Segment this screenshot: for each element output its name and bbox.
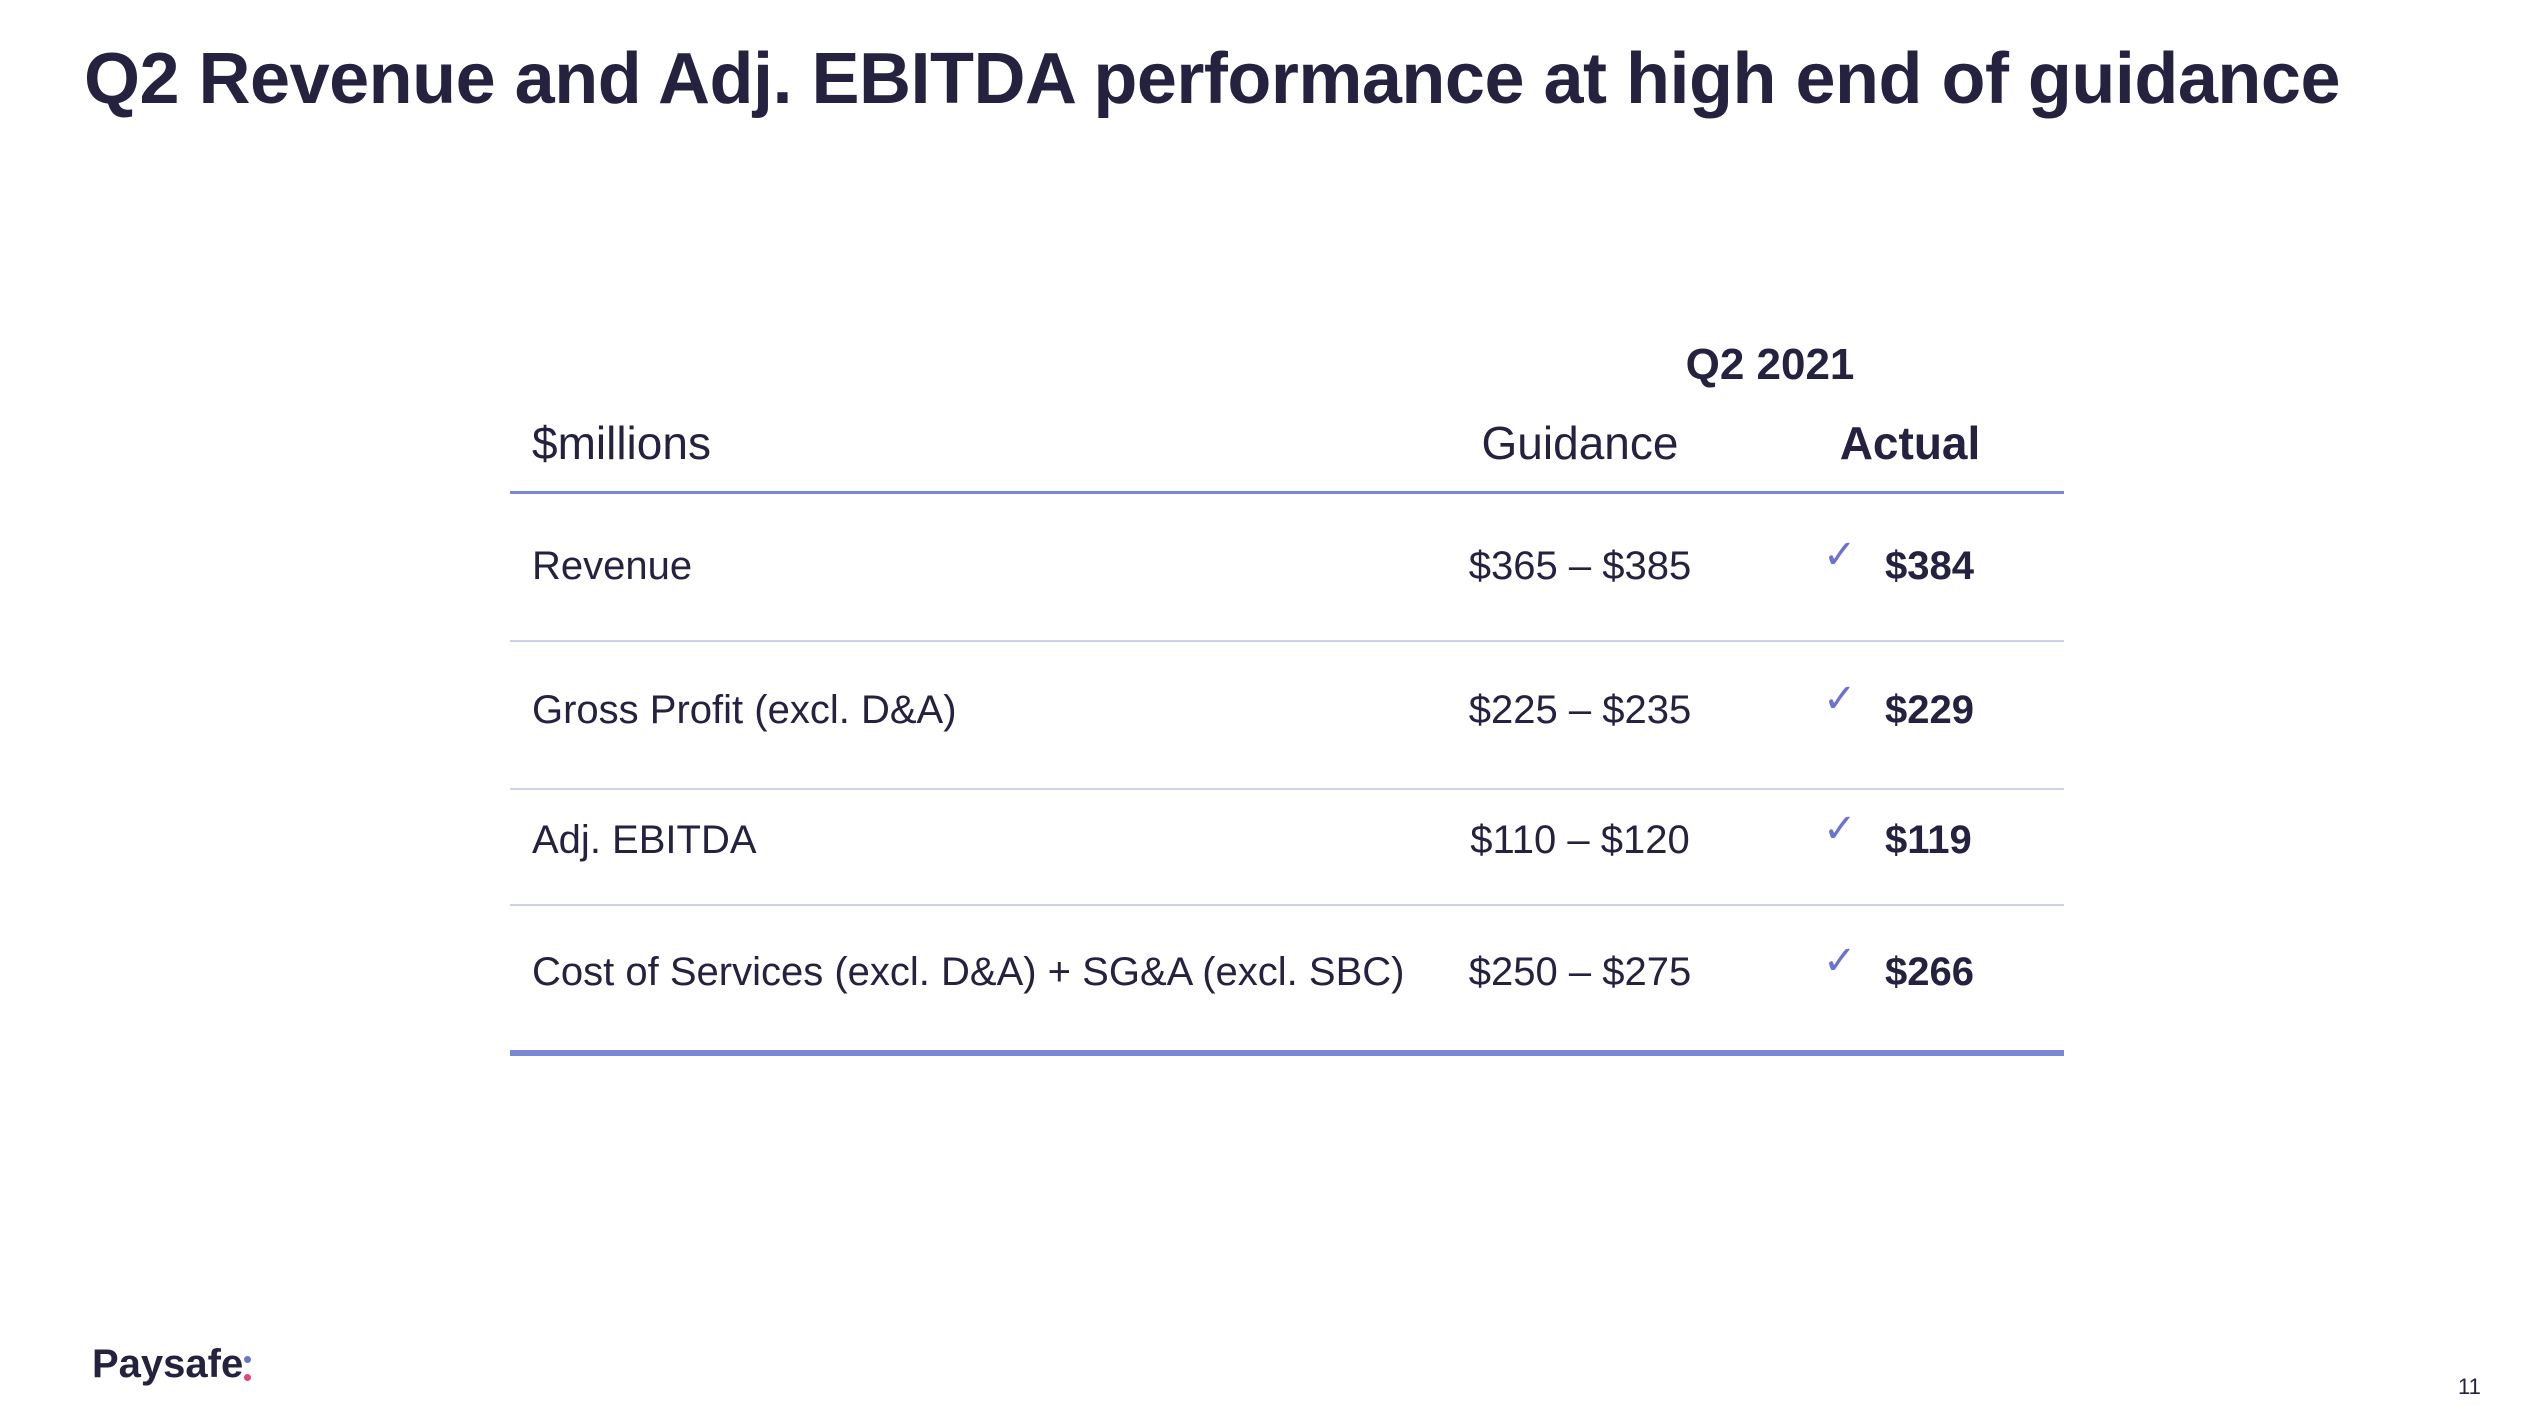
table-row: Adj. EBITDA $110 – $120 ✓ $119: [510, 790, 2064, 906]
row-label: Gross Profit (excl. D&A): [532, 688, 957, 732]
table-header-row: $millions Guidance Actual: [510, 408, 2064, 494]
logo-dot-bottom-icon: [244, 1374, 251, 1381]
row-guidance: $225 – $235: [1468, 688, 1692, 732]
row-label: Adj. EBITDA: [532, 818, 757, 862]
checkmark-icon: ✓: [1823, 677, 1857, 721]
period-header: Q2 2021: [1685, 340, 1855, 389]
checkmark-icon: ✓: [1823, 807, 1857, 851]
paysafe-logo: Paysafe: [92, 1342, 251, 1387]
checkmark-icon: ✓: [1823, 939, 1857, 983]
row-actual: $119: [1885, 818, 1972, 862]
column-header-actual: Actual: [1839, 417, 1981, 469]
column-header-millions: $millions: [532, 417, 711, 469]
row-actual: $266: [1885, 950, 1974, 994]
table-row: Cost of Services (excl. D&A) + SG&A (exc…: [510, 906, 2064, 1056]
row-guidance: $250 – $275: [1468, 950, 1692, 994]
logo-dot-top-icon: [244, 1356, 251, 1363]
page-number: 11: [2458, 1374, 2481, 1399]
column-header-guidance: Guidance: [1481, 417, 1679, 469]
slide-title: Q2 Revenue and Adj. EBITDA performance a…: [84, 39, 2340, 119]
row-actual: $229: [1885, 688, 1974, 732]
table-row: Revenue $365 – $385 ✓ $384: [510, 494, 2064, 642]
row-guidance: $365 – $385: [1468, 544, 1692, 588]
row-guidance: $110 – $120: [1470, 818, 1690, 862]
checkmark-icon: ✓: [1823, 533, 1857, 577]
row-label: Revenue: [532, 544, 693, 588]
table-row: Gross Profit (excl. D&A) $225 – $235 ✓ $…: [510, 642, 2064, 790]
logo-wordmark: Paysafe: [92, 1342, 244, 1386]
row-label: Cost of Services (excl. D&A) + SG&A (exc…: [532, 950, 1405, 994]
row-actual: $384: [1885, 544, 1974, 588]
